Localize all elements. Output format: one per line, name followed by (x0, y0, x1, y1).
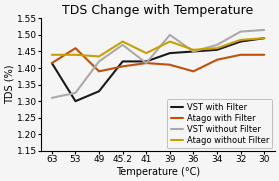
Atago with Filter (145, 62, 148, 64)
Atago with Filter (50, 62, 54, 64)
Legend: VST with Filter, Atago with Filter, VST without Filter, Atago without Filter: VST with Filter, Atago with Filter, VST … (167, 100, 272, 148)
Atago with Filter (168, 64, 172, 66)
VST without Filter (121, 44, 124, 46)
VST with Filter (145, 60, 148, 62)
Atago with Filter (192, 70, 195, 72)
VST with Filter (121, 60, 124, 62)
VST with Filter (50, 62, 54, 64)
VST with Filter (215, 49, 219, 51)
Line: Atago without Filter: Atago without Filter (52, 38, 264, 56)
Atago without Filter (215, 47, 219, 49)
Atago with Filter (263, 54, 266, 56)
Atago without Filter (121, 40, 124, 43)
VST with Filter (168, 52, 172, 54)
VST without Filter (74, 92, 77, 94)
VST with Filter (74, 100, 77, 102)
Line: VST with Filter: VST with Filter (52, 38, 264, 101)
VST with Filter (192, 50, 195, 52)
Line: Atago with Filter: Atago with Filter (52, 48, 264, 71)
VST without Filter (50, 97, 54, 99)
Atago without Filter (97, 55, 101, 58)
Atago with Filter (121, 65, 124, 68)
Y-axis label: TDS (%): TDS (%) (4, 65, 14, 104)
Atago with Filter (239, 54, 242, 56)
Atago without Filter (168, 40, 172, 43)
VST with Filter (239, 40, 242, 43)
Atago without Filter (263, 37, 266, 39)
VST without Filter (239, 31, 242, 33)
Title: TDS Change with Temperature: TDS Change with Temperature (62, 4, 254, 17)
Line: VST without Filter: VST without Filter (52, 30, 264, 98)
VST with Filter (263, 37, 266, 39)
Atago without Filter (145, 52, 148, 54)
Atago without Filter (74, 54, 77, 56)
VST without Filter (263, 29, 266, 31)
VST without Filter (215, 44, 219, 46)
VST without Filter (145, 62, 148, 64)
VST without Filter (192, 50, 195, 52)
X-axis label: Temperature (°C): Temperature (°C) (116, 167, 200, 177)
VST without Filter (97, 60, 101, 62)
Atago without Filter (239, 39, 242, 41)
Atago with Filter (74, 47, 77, 49)
Atago without Filter (192, 49, 195, 51)
Atago without Filter (50, 54, 54, 56)
VST without Filter (168, 34, 172, 36)
Atago with Filter (97, 70, 101, 72)
Atago with Filter (215, 59, 219, 61)
VST with Filter (97, 90, 101, 92)
